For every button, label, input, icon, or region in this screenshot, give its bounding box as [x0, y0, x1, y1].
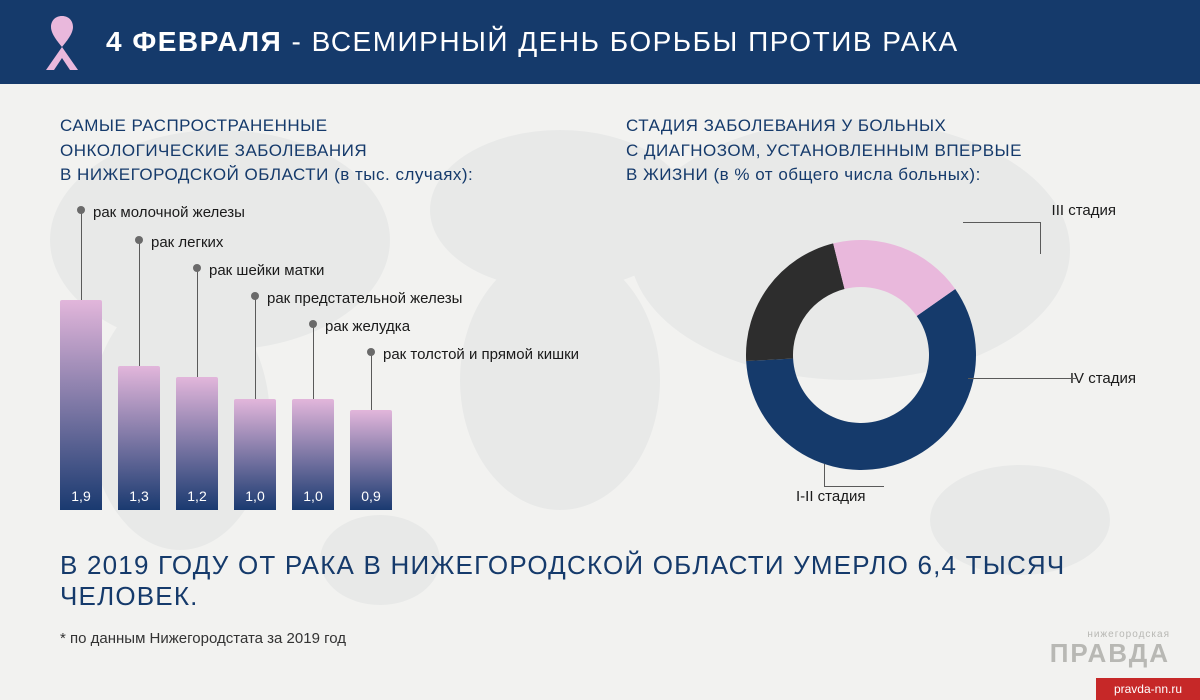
bar: 1,0: [234, 399, 276, 510]
donut-leader: [824, 464, 825, 486]
bar-chart-panel: САМЫЕ РАСПРОСТРАНЕННЫЕ ОНКОЛОГИЧЕСКИЕ ЗА…: [60, 114, 586, 530]
donut-label-stage3: III стадия: [1052, 202, 1116, 219]
bar-label: рак шейки матки: [209, 262, 324, 279]
bar-leader-dot: [77, 206, 85, 214]
bar-leader: [255, 296, 256, 399]
site-url: pravda-nn.ru: [1096, 678, 1200, 700]
bar-label: рак предстательной железы: [267, 290, 462, 307]
footnote-text: * по данным Нижегородстата за 2019 год: [0, 612, 1200, 647]
donut-leader: [963, 222, 1041, 223]
bar-leader-dot: [135, 236, 143, 244]
bar: 1,2: [176, 377, 218, 510]
bar-leader-dot: [367, 348, 375, 356]
bar: 1,3: [118, 366, 160, 510]
donut-label-stage12: I-II стадия: [796, 488, 865, 505]
bar: 1,9: [60, 300, 102, 510]
bar-chart-title: САМЫЕ РАСПРОСТРАНЕННЫЕ ОНКОЛОГИЧЕСКИЕ ЗА…: [60, 114, 586, 188]
donut-leader: [968, 378, 1078, 379]
bar: 0,9: [350, 410, 392, 510]
bar-rect: [60, 300, 102, 510]
donut-chart: III стадия IV стадия I-II стадия: [626, 210, 1156, 530]
statement-text: В 2019 ГОДУ ОТ РАКА В НИЖЕГОРОДСКОЙ ОБЛА…: [0, 530, 1200, 612]
donut-svg: [746, 240, 976, 470]
bar-leader: [81, 210, 82, 300]
bar-leader-dot: [193, 264, 201, 272]
bar-leader-dot: [251, 292, 259, 300]
ribbon-icon: [40, 12, 84, 72]
bar-value: 1,9: [60, 488, 102, 504]
bar-value: 0,9: [350, 488, 392, 504]
bar-label: рак молочной железы: [93, 204, 245, 221]
bar-value: 1,3: [118, 488, 160, 504]
bar-leader: [197, 268, 198, 377]
donut-slice: [746, 243, 845, 361]
bar-label: рак желудка: [325, 318, 410, 335]
bar-leader: [139, 240, 140, 366]
bar-leader: [371, 352, 372, 410]
donut-label-stage4: IV стадия: [1070, 370, 1136, 387]
header-title: 4 ФЕВРАЛЯ - ВСЕМИРНЫЙ ДЕНЬ БОРЬБЫ ПРОТИВ…: [106, 26, 959, 58]
header-date: 4 ФЕВРАЛЯ: [106, 26, 282, 57]
bar-label: рак легких: [151, 234, 223, 251]
donut-leader: [1040, 222, 1041, 254]
bar-value: 1,0: [292, 488, 334, 504]
bar-leader: [313, 324, 314, 399]
donut-panel: СТАДИЯ ЗАБОЛЕВАНИЯ У БОЛЬНЫХ С ДИАГНОЗОМ…: [626, 114, 1156, 530]
bar-leader-dot: [309, 320, 317, 328]
bar-value: 1,2: [176, 488, 218, 504]
content-row: САМЫЕ РАСПРОСТРАНЕННЫЕ ОНКОЛОГИЧЕСКИЕ ЗА…: [0, 84, 1200, 530]
bar-chart: 1,9рак молочной железы1,3рак легких1,2ра…: [60, 210, 440, 510]
bar: 1,0: [292, 399, 334, 510]
donut-title: СТАДИЯ ЗАБОЛЕВАНИЯ У БОЛЬНЫХ С ДИАГНОЗОМ…: [626, 114, 1156, 188]
publisher-logo: нижегородская ПРАВДА: [1050, 629, 1170, 666]
donut-leader: [824, 486, 884, 487]
bar-value: 1,0: [234, 488, 276, 504]
bar-label: рак толстой и прямой кишки: [383, 346, 579, 363]
header-banner: 4 ФЕВРАЛЯ - ВСЕМИРНЫЙ ДЕНЬ БОРЬБЫ ПРОТИВ…: [0, 0, 1200, 84]
